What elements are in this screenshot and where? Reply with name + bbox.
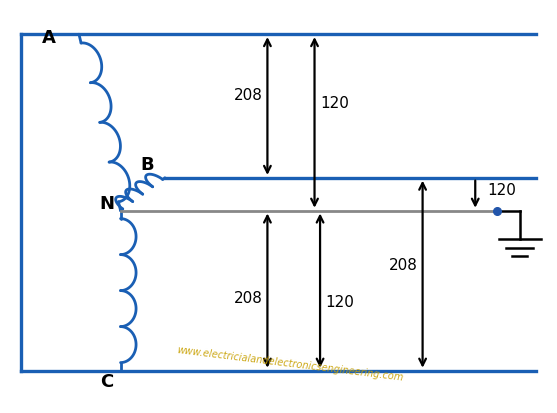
Text: A: A (42, 29, 56, 47)
Text: C: C (100, 373, 113, 391)
Text: 120: 120 (320, 97, 349, 112)
Text: 208: 208 (233, 291, 262, 306)
Text: 120: 120 (487, 183, 516, 197)
Text: N: N (99, 195, 114, 214)
Text: 208: 208 (389, 259, 418, 273)
Text: B: B (140, 156, 154, 174)
Text: 120: 120 (326, 295, 354, 311)
Text: www.electricialandelectronicsengineering.com: www.electricialandelectronicsengineering… (175, 346, 403, 383)
Text: 208: 208 (233, 88, 262, 103)
